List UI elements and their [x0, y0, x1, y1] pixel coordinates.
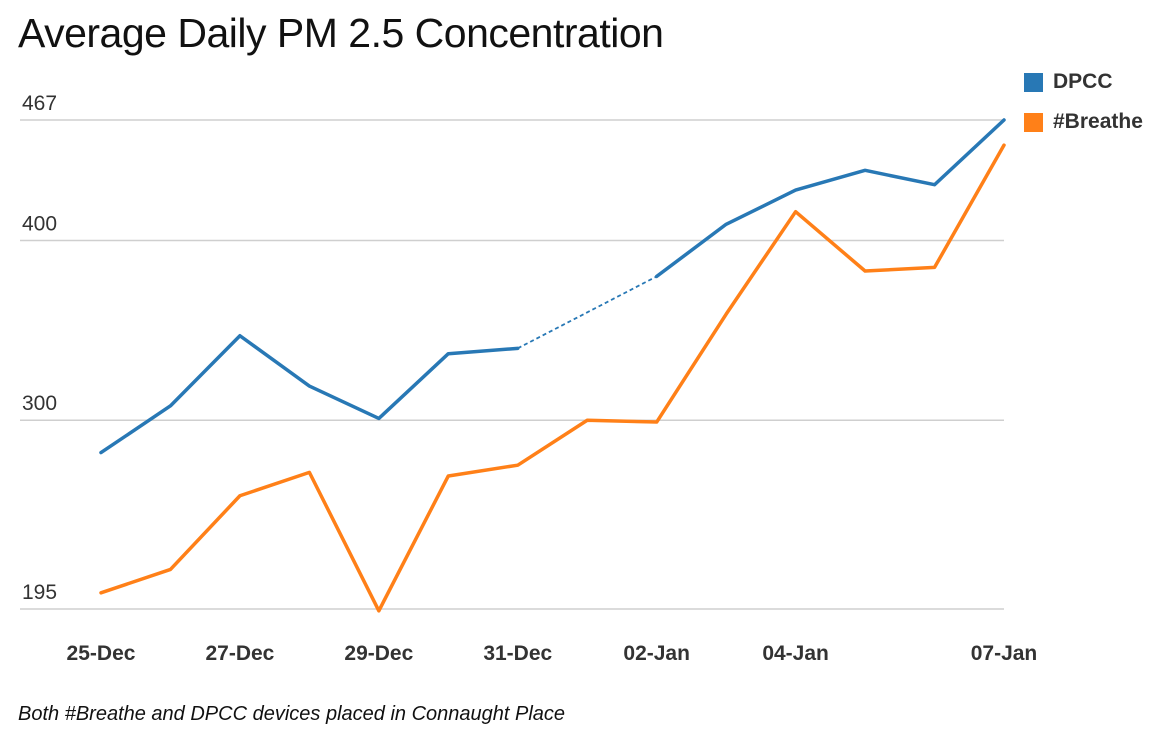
x-tick-label-27-Dec: 27-Dec	[205, 642, 274, 665]
x-tick-label-07-Jan: 07-Jan	[971, 642, 1038, 665]
y-tick-label-195: 195	[22, 581, 57, 604]
x-tick-label-25-Dec: 25-Dec	[67, 642, 136, 665]
y-tick-label-467: 467	[22, 92, 57, 115]
x-tick-label-04-Jan: 04-Jan	[762, 642, 829, 665]
chart-title: Average Daily PM 2.5 Concentration	[18, 10, 664, 56]
series-line-breathe-0	[99, 143, 1006, 613]
x-tick-label-31-Dec: 31-Dec	[483, 642, 552, 665]
legend-label-breathe: #Breathe	[1053, 110, 1143, 133]
chart-legend: DPCC #Breathe	[1024, 62, 1143, 142]
x-tick-label-02-Jan: 02-Jan	[623, 642, 690, 665]
series-gap-dpcc	[517, 275, 658, 350]
series-line-dpcc-1	[654, 118, 1006, 279]
legend-swatch-dpcc	[1024, 72, 1043, 92]
chart-footnote: Both #Breathe and DPCC devices placed in…	[18, 703, 566, 725]
y-tick-label-300: 300	[22, 392, 57, 415]
legend-label-dpcc: DPCC	[1053, 70, 1113, 93]
series-line-dpcc-0	[99, 333, 520, 455]
legend-swatch-breathe	[1024, 112, 1043, 132]
y-tick-label-400: 400	[22, 212, 57, 235]
legend-item-breathe[interactable]: #Breathe	[1024, 102, 1143, 142]
x-tick-label-29-Dec: 29-Dec	[344, 642, 413, 665]
legend-item-dpcc[interactable]: DPCC	[1024, 62, 1143, 102]
